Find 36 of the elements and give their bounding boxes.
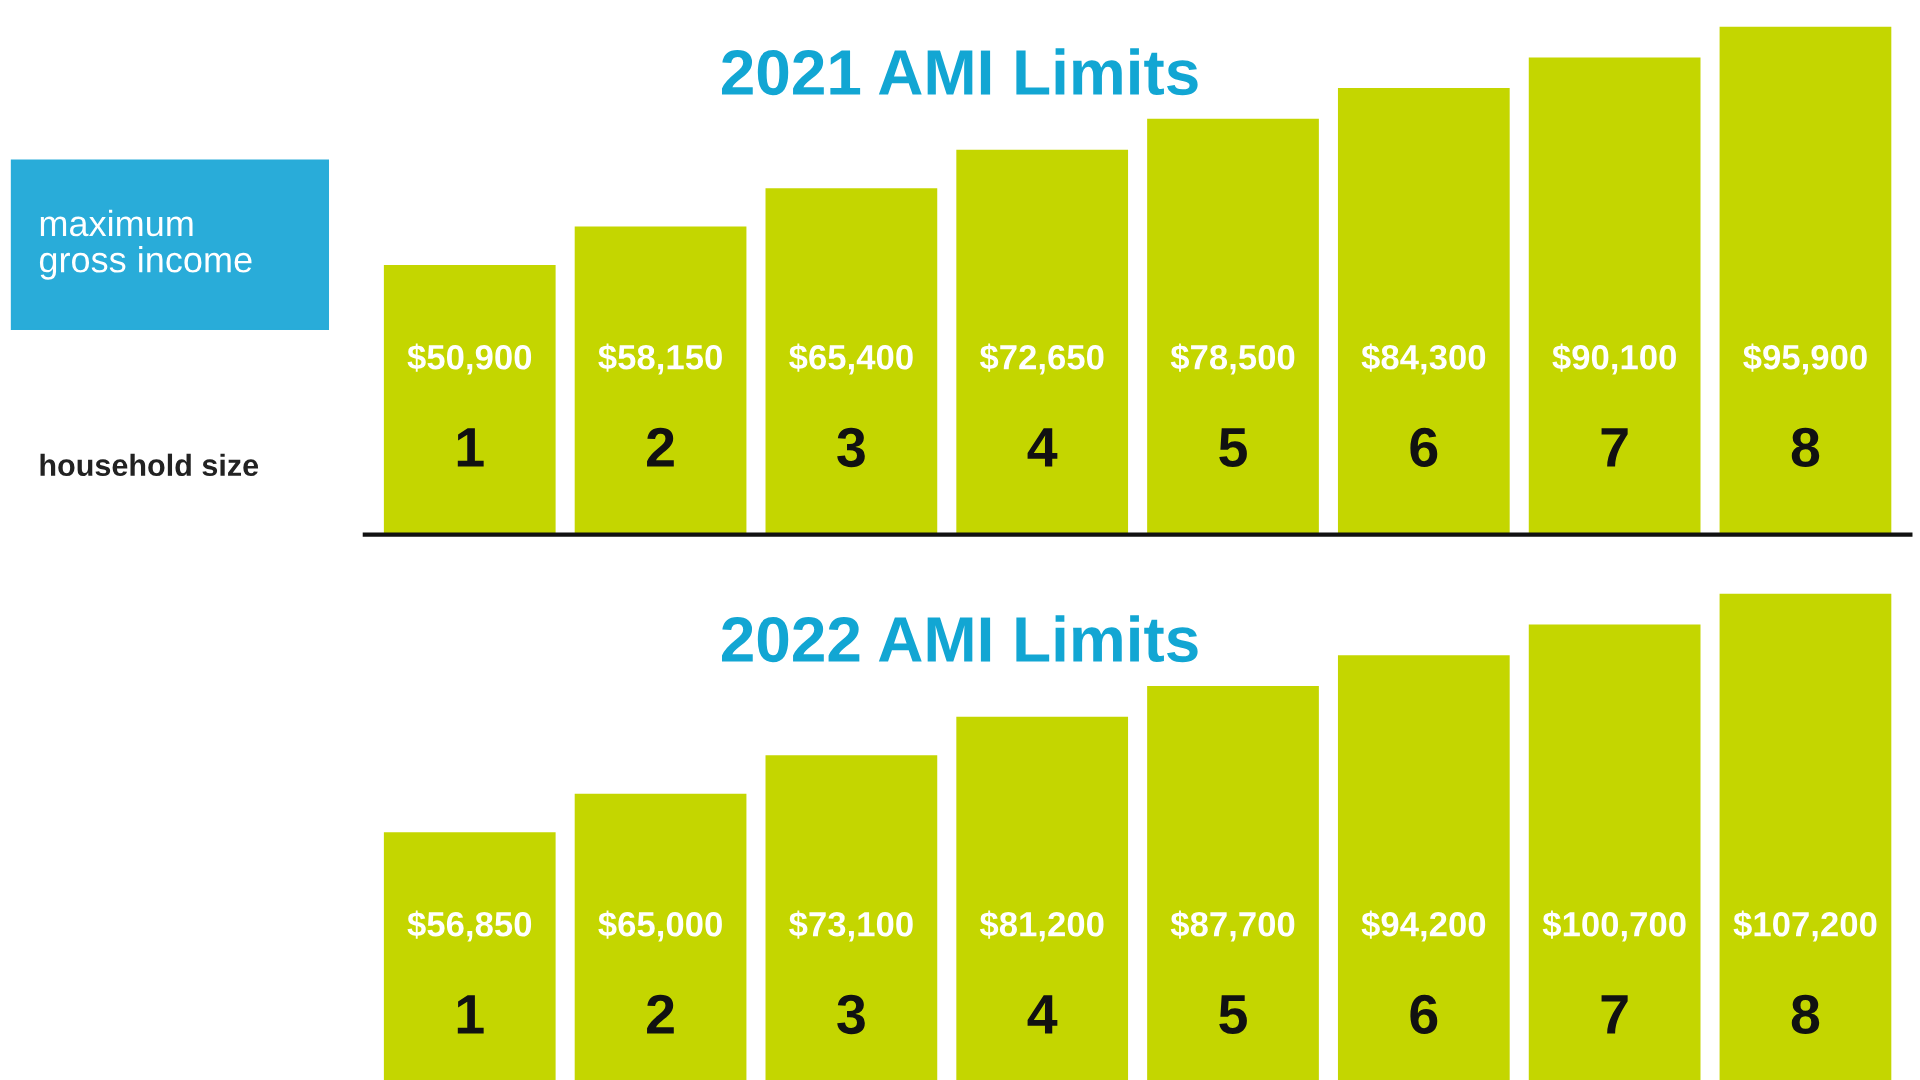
x-tick-label: 1 bbox=[457, 428, 484, 467]
data-label: $72,650 bbox=[979, 343, 1104, 375]
x-tick-label: 7 bbox=[1601, 995, 1628, 1034]
data-label: $107,200 bbox=[1733, 910, 1877, 942]
x-tick-label: 6 bbox=[1410, 427, 1438, 468]
data-label: $65,000 bbox=[598, 910, 722, 942]
chart-title: 2021 AMI Limits bbox=[721, 48, 1198, 96]
data-label: $50,900 bbox=[407, 343, 532, 375]
x-tick-label: 8 bbox=[1791, 427, 1820, 468]
data-label: $84,300 bbox=[1361, 343, 1486, 375]
data-label: $58,150 bbox=[598, 343, 722, 375]
x-tick-label: 7 bbox=[1601, 428, 1628, 467]
x-tick-label: 3 bbox=[837, 994, 865, 1035]
chart-title: 2022 AMI Limits bbox=[721, 615, 1198, 663]
data-label: $81,200 bbox=[979, 910, 1104, 942]
x-tick-label: 4 bbox=[1027, 428, 1058, 467]
x-tick-label: 2 bbox=[647, 427, 674, 467]
data-label: $95,900 bbox=[1743, 343, 1867, 375]
data-label: $73,100 bbox=[789, 910, 913, 942]
text: household size bbox=[40, 453, 259, 477]
data-label: $65,400 bbox=[789, 343, 913, 375]
data-label: $56,850 bbox=[407, 910, 532, 942]
x-tick-label: 8 bbox=[1791, 994, 1820, 1035]
data-label: $94,200 bbox=[1361, 910, 1486, 942]
x-tick-label: 5 bbox=[1219, 428, 1247, 468]
text: maximum gross income bbox=[39, 209, 252, 280]
x-tick-label: 4 bbox=[1027, 995, 1058, 1034]
data-label: $87,700 bbox=[1170, 910, 1295, 942]
data-label: $100,700 bbox=[1542, 910, 1686, 942]
x-tick-label: 1 bbox=[457, 995, 484, 1034]
data-label: $78,500 bbox=[1170, 343, 1295, 375]
data-label: $90,100 bbox=[1552, 343, 1676, 375]
x-tick-label: 6 bbox=[1410, 994, 1438, 1035]
x-tick-label: 3 bbox=[837, 427, 865, 468]
x-tick-label: 2 bbox=[647, 994, 674, 1034]
x-tick-label: 5 bbox=[1219, 995, 1247, 1035]
